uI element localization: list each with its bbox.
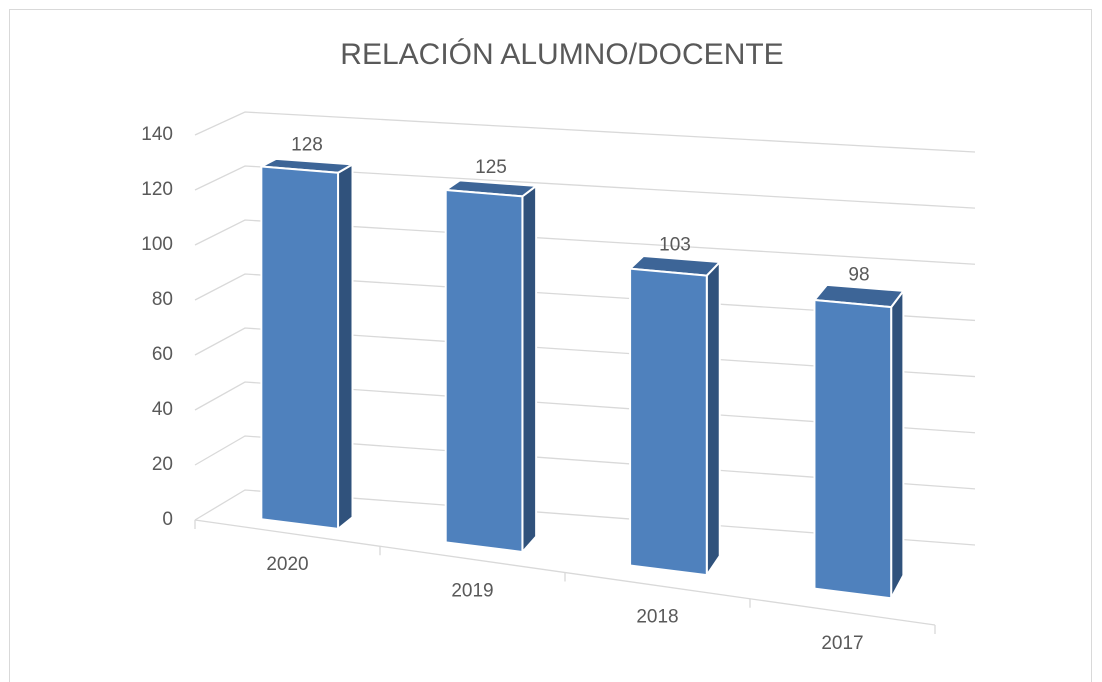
y-tick-label: 60 (152, 344, 173, 365)
grid-line (194, 381, 976, 434)
y-tick-label: 80 (152, 289, 173, 310)
bar-side (521, 184, 538, 553)
x-tick-label: 2017 (821, 633, 863, 654)
grid-line (194, 219, 976, 265)
x-tick-label: 2020 (266, 554, 308, 575)
data-label: 103 (659, 235, 691, 256)
chart-title: RELACIÓN ALUMNO/DOCENTE (340, 38, 783, 71)
y-tick-label: 20 (152, 454, 173, 475)
bar (813, 299, 893, 600)
data-label: 98 (848, 265, 869, 286)
data-label: 125 (475, 157, 507, 178)
bar-side (705, 261, 721, 577)
y-tick-label: 0 (162, 509, 173, 530)
x-tick-label: 2019 (451, 580, 493, 601)
bar (629, 267, 708, 577)
bar-side (890, 289, 905, 600)
y-tick-label: 40 (152, 399, 173, 420)
y-tick-label: 120 (141, 179, 173, 200)
grid-line (194, 111, 976, 153)
x-tick-label: 2018 (636, 607, 678, 628)
bar (444, 189, 524, 553)
grid-line (194, 489, 976, 546)
grid-line (194, 273, 976, 322)
y-tick-label: 100 (141, 234, 173, 255)
bar (260, 165, 340, 530)
grid-line (194, 165, 976, 209)
grid-line (194, 327, 976, 378)
bar-side (337, 163, 354, 530)
data-label: 128 (291, 135, 323, 156)
grid-line (194, 435, 976, 490)
y-tick-label: 140 (141, 124, 173, 145)
